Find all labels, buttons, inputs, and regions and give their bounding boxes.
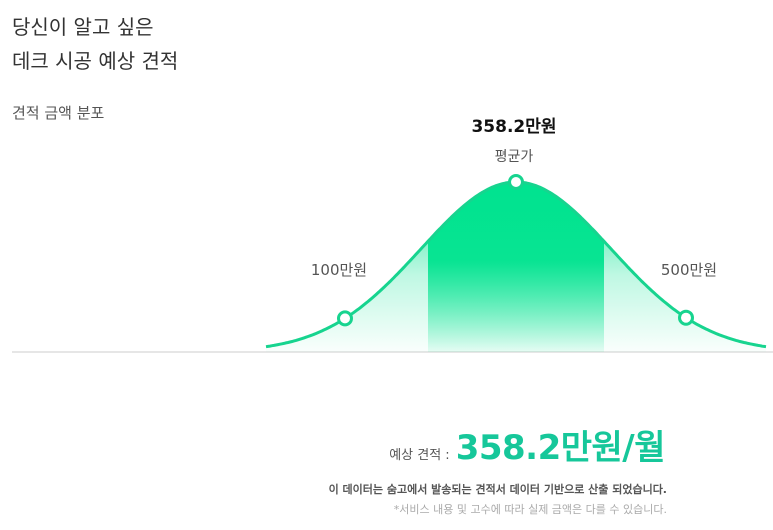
headline-line-2: 데크 시공 예상 견적 — [12, 49, 179, 73]
high-price-label: 500만원 — [661, 261, 717, 279]
estimate-label: 예상 견적 : — [389, 448, 450, 463]
low-price-label: 100만원 — [311, 261, 367, 279]
average-price-label: 358.2만원 — [471, 117, 556, 137]
high-price-marker — [678, 309, 694, 326]
headline: 당신이 알고 싶은 데크 시공 예상 견적 — [12, 10, 178, 78]
low-price-marker — [337, 310, 353, 327]
headline-line-1: 당신이 알고 싶은 — [12, 15, 154, 39]
data-source-note: 이 데이터는 숨고에서 발송되는 견적서 데이터 기반으로 산출 되었습니다. — [328, 483, 667, 496]
average-price-caption: 평균가 — [495, 149, 534, 165]
disclaimer-note: *서비스 내용 및 고수에 따라 실제 금액은 다를 수 있습니다. — [393, 503, 667, 516]
section-label: 견적 금액 분포 — [12, 104, 105, 122]
estimate-value: 358.2만원/월 — [455, 428, 666, 468]
average-price-marker — [508, 174, 524, 190]
estimate-summary: 예상 견적 : 358.2만원/월 — [389, 420, 665, 469]
